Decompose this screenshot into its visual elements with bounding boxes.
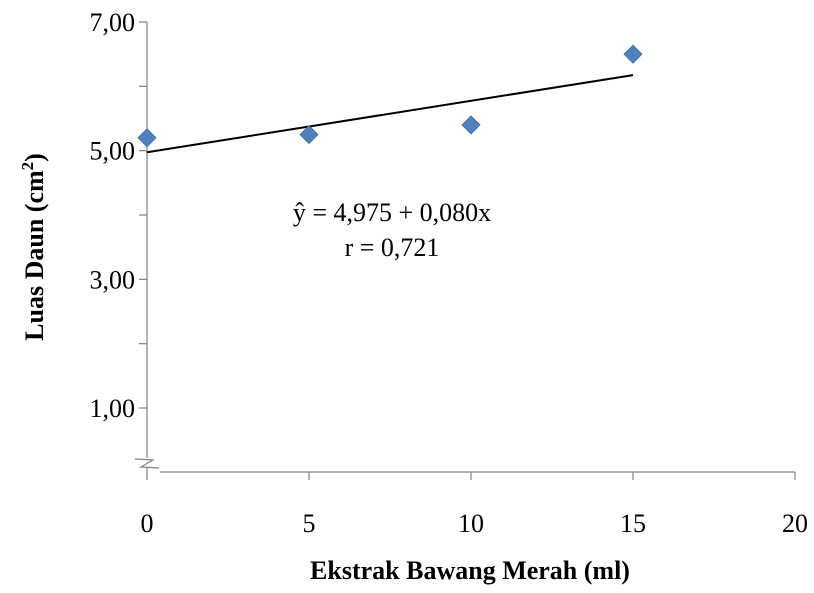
axes	[134, 22, 795, 474]
y-axis-title-close: )	[20, 153, 49, 162]
r-annotation: r = 0,721	[345, 233, 440, 262]
y-tick-label: 5,00	[90, 137, 136, 166]
data-point	[299, 125, 319, 145]
equation-annotation: ŷ = 4,975 + 0,080x	[293, 198, 491, 227]
trendline	[146, 74, 634, 154]
y-axis-title: Luas Daun (cm2)	[18, 153, 49, 341]
y-tick-label: 3,00	[90, 265, 136, 294]
tick-marks	[139, 21, 796, 480]
data-point	[623, 44, 643, 64]
data-points	[137, 44, 643, 148]
data-point	[461, 115, 481, 135]
y-tick-label: 1,00	[90, 394, 136, 423]
x-tick-label: 5	[303, 509, 316, 538]
y-axis-title-main: Luas Daun (cm	[20, 170, 49, 341]
x-tick-label: 15	[620, 509, 646, 538]
trendline-layer	[146, 74, 634, 154]
x-axis-title: Ekstrak Bawang Merah (ml)	[310, 556, 630, 585]
x-tick-label: 0	[141, 509, 154, 538]
data-point	[137, 128, 157, 148]
x-tick-label: 20	[782, 509, 808, 538]
axis-break-mark	[134, 458, 160, 469]
tick-labels: 1,00 3,00 5,00 7,00 0 5 10 15 20	[90, 8, 809, 538]
y-axis-title-superscript: 2	[18, 162, 37, 171]
x-tick-label: 10	[458, 509, 484, 538]
y-tick-label: 7,00	[90, 8, 136, 37]
